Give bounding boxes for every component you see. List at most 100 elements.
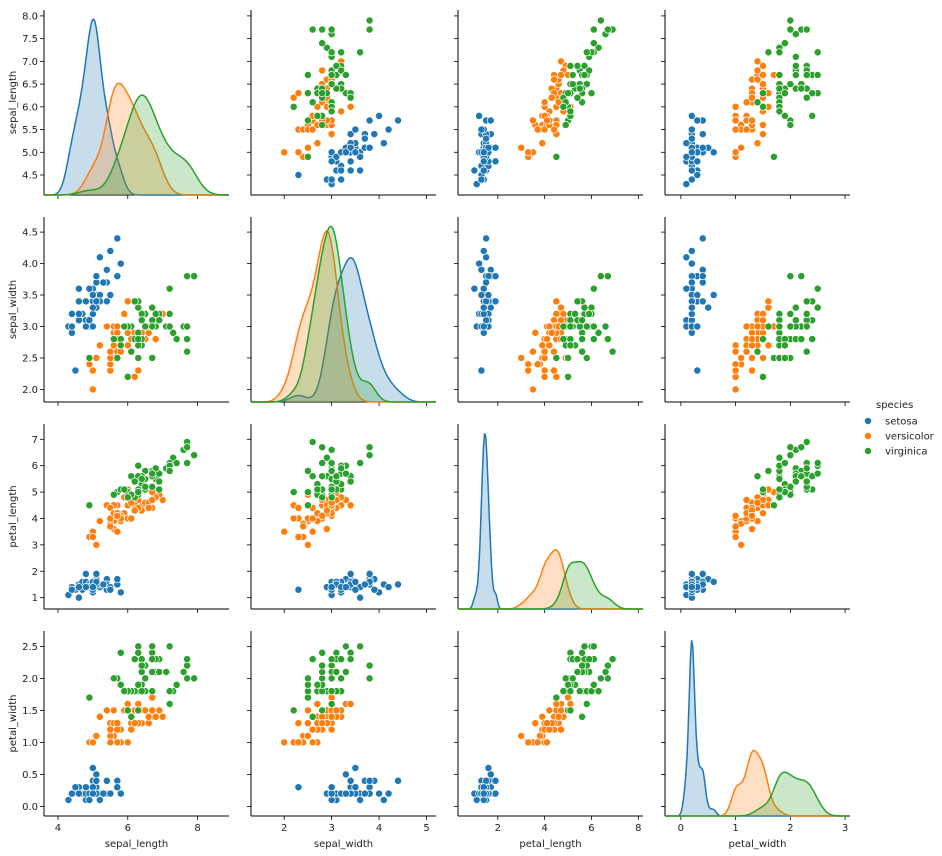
scatter-point (308, 514, 317, 523)
scatter-point (85, 501, 94, 510)
scatter-point (123, 706, 132, 715)
scatter-point (687, 134, 696, 143)
scatter-point (327, 674, 336, 683)
scatter-point (116, 648, 125, 657)
scatter-point (88, 291, 97, 299)
scatter-point (589, 335, 598, 344)
scatter-point (303, 89, 312, 98)
scatter-point (753, 139, 762, 148)
scatter-point (346, 700, 355, 708)
scatter-point (360, 580, 369, 589)
scatter-point (479, 148, 488, 157)
scatter-point (120, 322, 129, 331)
scatter-point (601, 322, 610, 331)
scatter-point (360, 134, 369, 143)
scatter-point (764, 297, 773, 306)
scatter-point (346, 655, 355, 664)
scatter-point (318, 459, 327, 468)
scatter-point (337, 107, 346, 116)
scatter-point (550, 125, 558, 134)
scatter-point (148, 496, 157, 504)
scatter-point (85, 284, 94, 293)
scatter-point (596, 16, 605, 25)
x-tick-label: 5 (423, 823, 429, 834)
scatter-point (74, 309, 83, 318)
scatter-point (484, 291, 493, 299)
scatter-point (786, 80, 795, 89)
scatter-point (472, 180, 481, 189)
scatter-point (113, 783, 122, 792)
scatter-point (769, 152, 778, 161)
scatter-point (709, 291, 718, 299)
scatter-point (327, 445, 336, 454)
scatter-point (280, 148, 289, 157)
scatter-point (303, 680, 312, 689)
scatter-point (365, 451, 374, 460)
scatter-point (559, 335, 568, 344)
scatter-point (327, 583, 336, 592)
scatter-point (165, 284, 174, 293)
scatter-point (557, 725, 565, 734)
scatter-point (759, 509, 767, 518)
scatter-point (155, 316, 164, 325)
scatter-point (682, 284, 691, 293)
scatter-point (303, 706, 312, 715)
scatter-point (547, 328, 556, 337)
scatter-point (559, 102, 568, 111)
scatter-point (566, 322, 575, 331)
scatter-point (737, 354, 746, 362)
scatter-point (559, 322, 568, 331)
scatter-point (365, 674, 374, 683)
scatter-point (764, 467, 773, 475)
scatter-point (813, 459, 822, 468)
scatter-point (568, 80, 577, 89)
y-tick-label: 8.0 (22, 11, 38, 22)
scatter-point (109, 706, 118, 715)
scatter-point (308, 25, 317, 34)
scatter-point (780, 39, 789, 48)
scatter-point (81, 297, 90, 306)
scatter-point (384, 125, 393, 134)
scatter-point (524, 148, 533, 157)
scatter-point (151, 335, 160, 344)
y-tick-label: 2.5 (22, 353, 38, 364)
scatter-point (332, 61, 341, 70)
scatter-point (797, 272, 806, 281)
scatter-point (165, 642, 174, 651)
scatter-point (183, 443, 192, 452)
scatter-point (92, 354, 101, 362)
scatter-point (477, 291, 486, 299)
y-tick-label: 4 (32, 514, 38, 525)
scatter-point (775, 107, 784, 116)
scatter-point (543, 738, 551, 747)
legend-title: species (876, 400, 913, 411)
scatter-point (578, 98, 587, 107)
scatter-point (764, 48, 773, 57)
scatter-point (341, 469, 350, 478)
kde-line (665, 771, 850, 817)
scatter-point (299, 522, 308, 531)
scatter-point (322, 453, 331, 462)
scatter-point (603, 25, 612, 34)
scatter-point (384, 583, 393, 592)
scatter-point (88, 764, 97, 772)
scatter-point (479, 247, 488, 255)
scatter-point (289, 706, 298, 715)
scatter-point (365, 16, 374, 25)
scatter-point (337, 66, 346, 75)
scatter-point (557, 57, 565, 66)
scatter-point (543, 719, 551, 728)
scatter-point (356, 593, 365, 602)
scatter-point (698, 569, 707, 578)
scatter-point (102, 776, 111, 785)
scatter-point (813, 469, 822, 478)
scatter-point (313, 139, 322, 148)
scatter-point (280, 527, 289, 536)
scatter-point (603, 674, 612, 683)
kde-area (458, 549, 643, 609)
scatter-point (327, 655, 336, 664)
scatter-point (280, 738, 289, 747)
scatter-point (802, 71, 811, 79)
scatter-point (780, 459, 789, 468)
scatter-point (308, 655, 317, 664)
